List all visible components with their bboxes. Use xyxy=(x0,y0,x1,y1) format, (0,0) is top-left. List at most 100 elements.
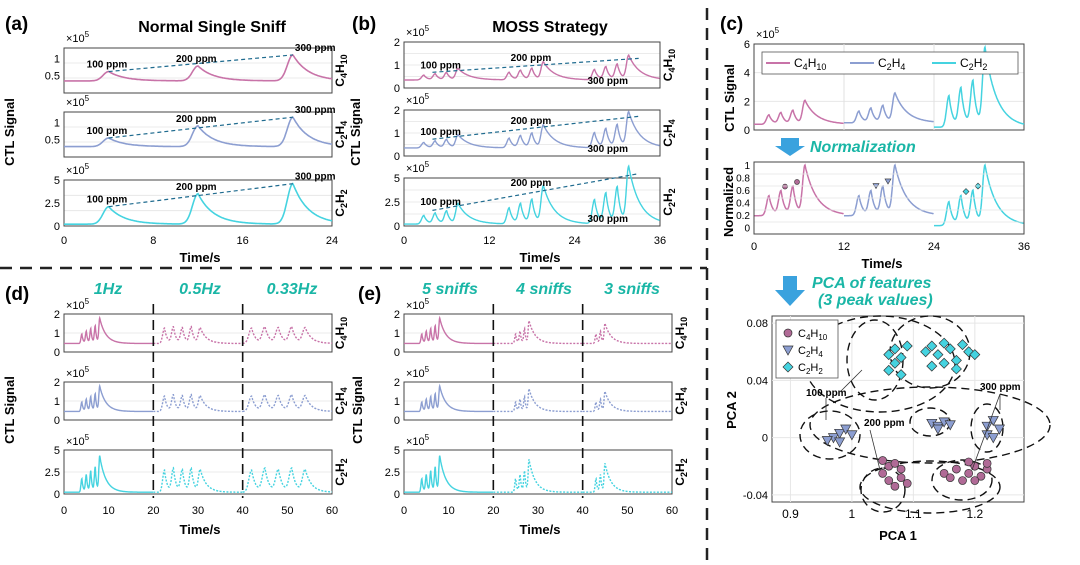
x-tick-label-e: 0 xyxy=(401,505,407,517)
y-tick-label: 1 xyxy=(54,117,60,129)
y-tick-label: 0 xyxy=(394,83,400,95)
normalization-label: Normalization xyxy=(810,139,916,156)
rate-label-2: 0.5Hz xyxy=(179,281,221,298)
conc-annotation: 200 ppm xyxy=(176,114,217,125)
x-tick-label-c: 0 xyxy=(751,241,757,253)
axes-frame xyxy=(63,449,333,495)
x-tick-label-pca: 1.1 xyxy=(905,507,922,521)
series-line-c-bottom-c2h2 xyxy=(934,163,1025,227)
axes-frame xyxy=(753,161,1025,235)
y-tick-label: 0.5 xyxy=(45,71,60,83)
series-line-d-c2h4-seg0 xyxy=(64,383,154,413)
x-tick-label-e: 60 xyxy=(666,505,678,517)
cluster-ellipse xyxy=(859,460,1001,514)
cluster-ellipse xyxy=(931,459,993,501)
pca-arrow xyxy=(775,276,805,306)
y-tick-label: 5 xyxy=(54,175,60,187)
peak-marker xyxy=(962,188,970,195)
gas-label-c2h2: C2H2 xyxy=(673,458,689,485)
peak-marker xyxy=(794,179,800,185)
trend-line xyxy=(108,116,293,139)
ylabel-a: CTL Signal xyxy=(2,98,17,166)
pca-point xyxy=(944,420,956,431)
axes-frame xyxy=(403,381,673,421)
conc-annotation: 200 ppm xyxy=(176,54,217,65)
pca-point xyxy=(964,469,974,478)
legend-marker-c4h10 xyxy=(783,328,793,338)
axes-frame xyxy=(771,315,1025,503)
pca-title-2: (3 peak values) xyxy=(818,292,933,309)
ylabel-c-bottom: Normalized xyxy=(721,167,736,237)
pca-point xyxy=(920,346,932,358)
subplot-c-top: ×105 0 2 4 6 C4H10 C2H4 C2H2 xyxy=(744,26,1025,137)
sniff-labels: 5 sniffs 4 sniffs 3 sniffs xyxy=(422,281,660,298)
x-tick-label-d: 50 xyxy=(281,505,293,517)
x-tick-label-d: 40 xyxy=(237,505,249,517)
legend-label-c4h10: C4H10 xyxy=(794,56,826,72)
y-tick-label: 0.5 xyxy=(45,135,60,147)
x-tick-label-e: 40 xyxy=(577,505,589,517)
series-line-d-c2h2-seg0 xyxy=(64,455,154,493)
x-tick-label-d: 30 xyxy=(192,505,204,517)
legend-pca: C4H10 C2H4 C2H2 xyxy=(775,319,839,379)
exponent-label: ×105 xyxy=(406,297,430,312)
y-tick-label: 1 xyxy=(54,53,60,65)
y-tick-label: 1 xyxy=(54,396,60,408)
x-tick-label-c: 36 xyxy=(1018,241,1030,253)
subplot-e-c2h2: ×105 0 2.5 5 C2H2 xyxy=(385,433,689,501)
x-tick-label-b: 12 xyxy=(483,235,495,247)
legend-marker-c2h4 xyxy=(782,345,794,356)
exponent-label: ×105 xyxy=(66,433,90,448)
conc-annotation: 200 ppm xyxy=(511,53,552,64)
pca-point xyxy=(926,360,938,372)
pca-series-c2h4 xyxy=(821,416,1006,448)
series-line-d-c2h4-seg1 xyxy=(153,393,243,413)
axes-frame xyxy=(403,41,661,89)
pca-point xyxy=(939,469,949,478)
pca-point xyxy=(952,464,961,474)
y-tick-label: 0.8 xyxy=(736,174,750,185)
pca-point xyxy=(878,469,887,478)
series-line-d-c4h10-seg0 xyxy=(64,315,154,345)
peak-marker xyxy=(782,183,788,190)
pca-point xyxy=(987,433,999,444)
x-tick-label-d: 10 xyxy=(103,505,115,517)
panel-label-d: (d) xyxy=(5,284,29,305)
x-tick-label-pca: 0.9 xyxy=(782,507,799,521)
cluster-ellipse xyxy=(860,467,906,513)
pca-point xyxy=(957,339,969,351)
y-tick-label-pca: 0 xyxy=(762,433,768,445)
panel-label-a: (a) xyxy=(5,14,28,35)
legend-label-c4h10: C4H10 xyxy=(798,328,828,342)
x-tick-label-e: 20 xyxy=(487,505,499,517)
y-tick-label: 0 xyxy=(394,489,400,501)
exponent-label: ×105 xyxy=(66,94,90,109)
legend-c: C4H10 C2H4 C2H2 xyxy=(761,51,1019,75)
conc-annotation: 300 ppm xyxy=(295,105,336,116)
pca-point xyxy=(878,456,887,465)
pca-point xyxy=(895,369,907,381)
y-tick-label: 2 xyxy=(54,309,60,321)
legend-box xyxy=(761,51,1019,75)
y-tick-label: 0 xyxy=(744,224,750,235)
y-tick-label: 2.5 xyxy=(385,197,400,209)
y-tick-label: 2 xyxy=(394,377,400,389)
rate-label-1: 1Hz xyxy=(94,281,122,298)
ylabel-e: CTL Signal xyxy=(350,376,365,444)
sniff-label-3: 3 sniffs xyxy=(604,281,660,298)
x-tick-label-d: 60 xyxy=(326,505,338,517)
y-tick-label: 1 xyxy=(394,60,400,72)
y-tick-label: 1 xyxy=(394,128,400,140)
conc-annotation: 200 ppm xyxy=(176,182,217,193)
ylabel-b: CTL Signal xyxy=(348,98,363,166)
y-tick-label: 0 xyxy=(54,347,60,359)
conc-annotation: 300 ppm xyxy=(587,144,628,155)
subplot-e-c2h4: ×105 0 1 2 C2H4 xyxy=(394,365,689,427)
y-tick-label: 0 xyxy=(54,221,60,233)
gas-label-c2h4: C2H4 xyxy=(333,121,349,148)
y-tick-label-pca: -0.04 xyxy=(743,490,768,502)
series-line-e-c4h10-seg2 xyxy=(582,320,672,345)
subplot-pca: 0.9 1 1.1 1.2 -0.04 0 0.04 0.08 100 ppm 200 ppm 30… xyxy=(743,315,1051,521)
pca-annotation-200: 200 ppm xyxy=(864,418,905,429)
